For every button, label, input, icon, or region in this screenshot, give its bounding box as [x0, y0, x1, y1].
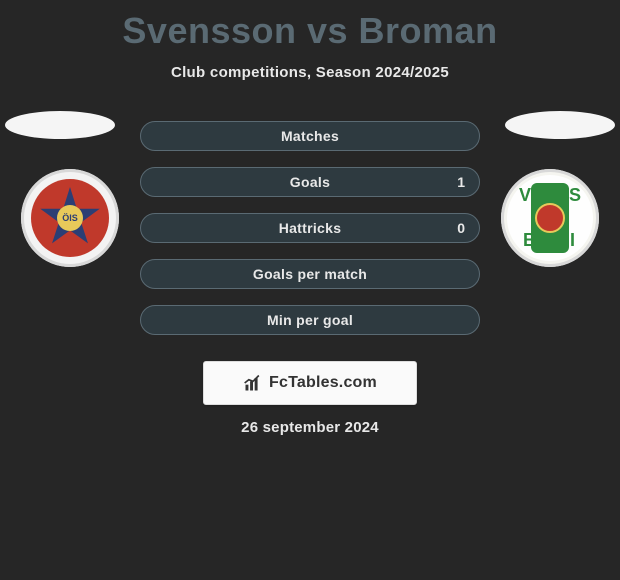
stat-bar-goals-per-match: Goals per match	[140, 259, 480, 289]
stat-label: Hattricks	[279, 220, 342, 236]
badge-right-letter-v: V	[519, 185, 531, 206]
badge-right-center	[535, 203, 565, 233]
stat-right-value: 0	[457, 220, 465, 236]
badge-right-letter-b: B	[523, 230, 536, 251]
stat-bar-min-per-goal: Min per goal	[140, 305, 480, 335]
badge-right-letter-i: I	[570, 230, 575, 251]
stat-label: Goals per match	[253, 266, 367, 282]
stat-bar-matches: Matches	[140, 121, 480, 151]
stat-label: Matches	[281, 128, 339, 144]
stat-label: Goals	[290, 174, 330, 190]
badge-left-monogram: ÖIS	[57, 205, 83, 231]
brand-badge[interactable]: FcTables.com	[203, 361, 417, 405]
stat-bar-goals: Goals 1	[140, 167, 480, 197]
player-left-ellipse	[5, 111, 115, 139]
badge-right-inner: V S B I	[507, 175, 593, 261]
date-label: 26 september 2024	[0, 419, 620, 436]
badge-right-letter-s: S	[569, 185, 581, 206]
stat-bars: Matches Goals 1 Hattricks 0 Goals per ma…	[140, 121, 480, 351]
player-right-ellipse	[505, 111, 615, 139]
page-title: Svensson vs Broman	[0, 0, 620, 52]
team-badge-left: ÖIS	[21, 169, 119, 267]
brand-name: FcTables.com	[269, 374, 377, 392]
badge-left-outer: ÖIS	[31, 179, 109, 257]
subtitle: Club competitions, Season 2024/2025	[0, 64, 620, 81]
stats-area: ÖIS V S B I Matches Goals 1 Hattricks 0 …	[0, 111, 620, 351]
stat-right-value: 1	[457, 174, 465, 190]
stat-bar-hattricks: Hattricks 0	[140, 213, 480, 243]
team-badge-right: V S B I	[501, 169, 599, 267]
bar-chart-icon	[243, 373, 263, 393]
stat-label: Min per goal	[267, 312, 353, 328]
